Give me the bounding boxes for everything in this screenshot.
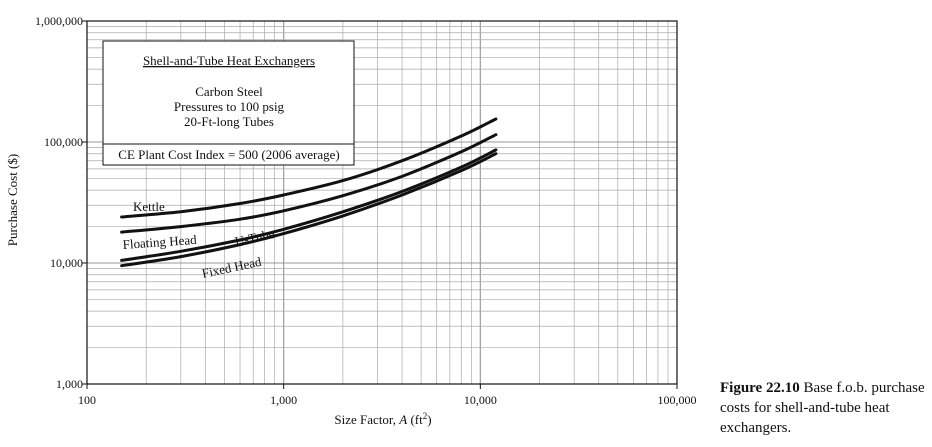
info-box-line-1: Carbon Steel (195, 84, 263, 99)
figure-caption: Figure 22.10 Base f.o.b. purchase costs … (720, 378, 925, 438)
x-tick-label: 1,000 (270, 393, 297, 407)
series-line-floating-head (120, 133, 498, 234)
series-line-kettle (120, 117, 498, 219)
series-label-fixed-head: Fixed Head (201, 254, 264, 281)
caption-text: Base f.o.b. purchase costs for shell-and… (720, 380, 925, 436)
series-label-floating-head: Floating Head (122, 232, 197, 252)
y-tick-label: 10,000 (50, 256, 83, 270)
plot-frame (86, 20, 678, 385)
y-tick-label: 100,000 (44, 135, 83, 149)
axis-ticks: 100 1,000 10,000 100,000 1,000 10,000 100,000 1… (35, 14, 697, 407)
info-box-line-3: 20-Ft-long Tubes (184, 114, 274, 129)
series-group (120, 117, 498, 268)
x-tick-label: 100,000 (658, 393, 697, 407)
info-box: Shell-and-Tube Heat Exchangers Carbon St… (102, 40, 355, 166)
caption-label: Figure 22.10 (720, 380, 800, 396)
series-line-u-tube (120, 148, 498, 262)
series-line-fixed-head (120, 152, 498, 268)
series-label-kettle: Kettle (133, 199, 165, 214)
y-axis-title: Purchase Cost ($) (5, 154, 20, 246)
info-box-title: Shell-and-Tube Heat Exchangers (143, 53, 315, 68)
x-tick-label: 10,000 (464, 393, 497, 407)
y-tick-label: 1,000 (56, 377, 83, 391)
x-tick-label: 100 (78, 393, 96, 407)
info-box-line-2: Pressures to 100 psig (174, 99, 285, 114)
info-box-index-note: CE Plant Cost Index = 500 (2006 average) (118, 147, 339, 162)
x-axis-title: Size Factor, A (ft2) (334, 411, 431, 427)
y-tick-label: 1,000,000 (35, 14, 83, 28)
